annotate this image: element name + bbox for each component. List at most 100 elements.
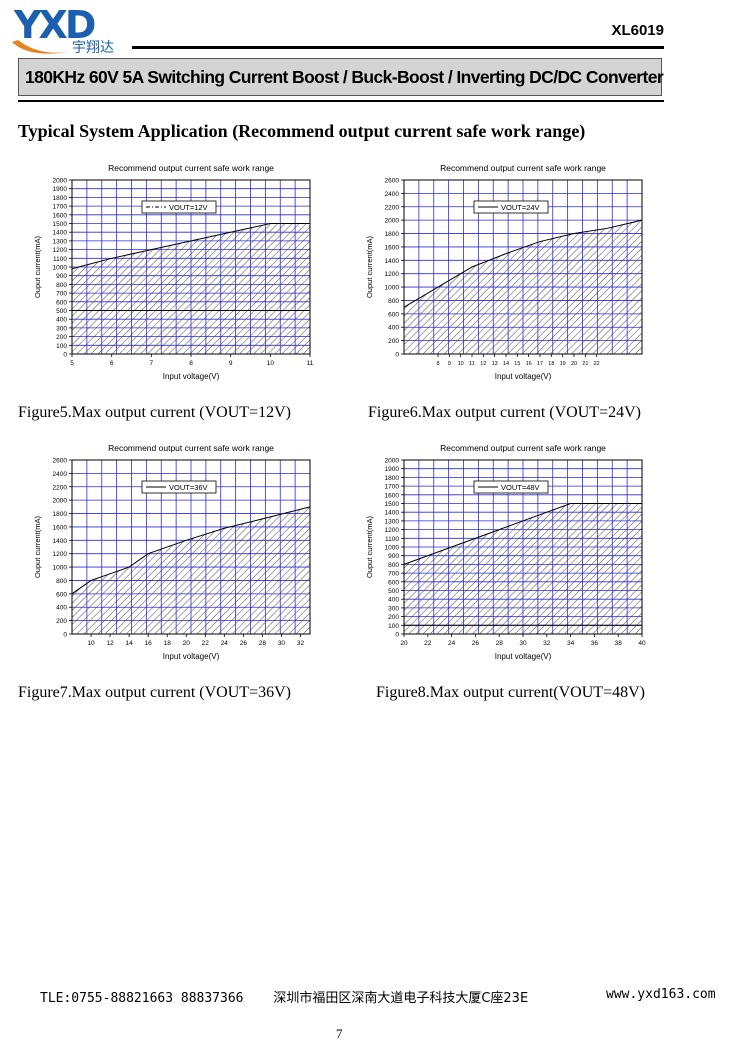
y-axis-label: Ouput current(mA) — [33, 515, 42, 578]
x-tick-label: 30 — [519, 640, 527, 647]
x-axis-label: Input voltage(V) — [495, 372, 552, 381]
y-tick-label: 2200 — [385, 204, 400, 211]
footer-website[interactable]: www.yxd163.com — [606, 987, 716, 1002]
x-tick-label: 7 — [150, 360, 154, 367]
x-tick-label: 34 — [567, 640, 575, 647]
plot-frame — [403, 179, 643, 355]
page-number: 7 — [336, 1026, 343, 1041]
y-tick-label: 1300 — [53, 238, 68, 245]
y-tick-label: 300 — [388, 605, 399, 612]
x-tick-label: 11 — [469, 361, 475, 367]
y-tick-label: 1000 — [385, 545, 400, 552]
y-tick-label: 700 — [388, 571, 399, 578]
chart-title: Recommend output current safe work range — [440, 163, 606, 173]
chart-legend: VOUT=48V — [473, 480, 549, 494]
x-tick-label: 8 — [436, 361, 439, 367]
y-tick-label: 800 — [388, 562, 399, 569]
legend-box — [141, 480, 217, 494]
x-tick-label: 12 — [480, 361, 486, 367]
series-line — [71, 223, 310, 270]
y-tick-label: 2000 — [53, 178, 68, 185]
y-tick-label: 400 — [56, 605, 67, 612]
y-tick-label: 2000 — [385, 218, 400, 225]
x-tick-label: 20 — [571, 361, 577, 367]
x-tick-label: 12 — [106, 640, 114, 647]
footer-address: 深圳市福田区深南大道电子科技大厦C座23E — [273, 991, 529, 1006]
page-title: 180KHz 60V 5A Switching Current Boost / … — [25, 67, 664, 87]
chart-title: Recommend output current safe work range — [108, 163, 274, 173]
page-header: YXD 宇翔达 XL6019 — [0, 0, 750, 56]
x-tick-label: 38 — [615, 640, 623, 647]
x-axis-label: Input voltage(V) — [495, 652, 552, 661]
title-banner: 180KHz 60V 5A Switching Current Boost / … — [18, 58, 664, 96]
y-tick-label: 2600 — [53, 458, 68, 465]
x-tick-label: 10 — [458, 361, 464, 367]
x-tick-label: 14 — [126, 640, 134, 647]
y-tick-label: 1400 — [53, 538, 68, 545]
y-tick-label: 1800 — [385, 475, 400, 482]
chart-vout-36v: Recommend output current safe work range… — [33, 443, 311, 661]
y-tick-label: 1200 — [385, 271, 400, 278]
y-tick-label: 1400 — [385, 258, 400, 265]
legend-label: VOUT=36V — [169, 483, 208, 492]
y-tick-label: 100 — [56, 343, 67, 350]
chart-vout-12v: Recommend output current safe work range… — [33, 163, 314, 381]
x-axis-label: Input voltage(V) — [163, 652, 220, 661]
y-tick-label: 1800 — [53, 511, 68, 518]
figure-caption-6: Figure6.Max output current (VOUT=24V) — [368, 404, 641, 421]
y-axis-label: Ouput current(mA) — [365, 515, 374, 578]
x-tick-label: 28 — [259, 640, 267, 647]
x-tick-label: 10 — [87, 640, 95, 647]
y-tick-label: 500 — [56, 308, 67, 315]
x-tick-label: 24 — [448, 640, 456, 647]
x-tick-label: 30 — [278, 640, 286, 647]
y-tick-label: 1200 — [385, 527, 400, 534]
section-heading: Typical System Application (Recommend ou… — [18, 121, 586, 141]
title-rule — [18, 100, 664, 102]
x-tick-label: 18 — [548, 361, 554, 367]
chart-legend: VOUT=24V — [473, 200, 549, 214]
y-tick-label: 1100 — [53, 256, 67, 263]
x-tick-label: 22 — [202, 640, 210, 647]
y-tick-label: 1300 — [385, 518, 400, 525]
series-line — [71, 506, 311, 595]
series-line — [403, 219, 643, 308]
y-tick-label: 400 — [56, 317, 67, 324]
y-tick-label: 1200 — [53, 247, 68, 254]
x-tick-label: 15 — [514, 361, 520, 367]
x-tick-label: 13 — [492, 361, 498, 367]
x-tick-label: 26 — [240, 640, 248, 647]
x-tick-label: 21 — [582, 361, 588, 367]
figure-caption-8: Figure8.Max output current(VOUT=48V) — [376, 684, 645, 701]
legend-label: VOUT=48V — [501, 483, 540, 492]
y-tick-label: 1100 — [385, 536, 399, 543]
x-tick-label: 16 — [145, 640, 153, 647]
legend-box — [473, 480, 549, 494]
y-tick-label: 1200 — [53, 551, 68, 558]
x-tick-label: 19 — [560, 361, 566, 367]
y-tick-label: 1500 — [385, 501, 400, 508]
y-tick-label: 900 — [388, 553, 399, 560]
x-tick-label: 32 — [297, 640, 305, 647]
y-tick-label: 0 — [395, 352, 399, 359]
y-tick-label: 1800 — [385, 231, 400, 238]
y-tick-label: 1500 — [53, 221, 68, 228]
y-tick-label: 2200 — [53, 484, 68, 491]
chart-vout-48v: Recommend output current safe work range… — [365, 443, 646, 661]
chart-legend: VOUT=12V — [141, 200, 217, 214]
y-tick-label: 600 — [388, 311, 399, 318]
y-tick-label: 600 — [56, 299, 67, 306]
y-axis-label: Ouput current(mA) — [33, 235, 42, 298]
y-tick-label: 500 — [388, 588, 399, 595]
y-tick-label: 300 — [56, 325, 67, 332]
y-tick-label: 1600 — [53, 524, 68, 531]
y-tick-label: 800 — [388, 298, 399, 305]
y-tick-label: 800 — [56, 578, 67, 585]
y-axis-label: Ouput current(mA) — [365, 235, 374, 298]
chart-title: Recommend output current safe work range — [440, 443, 606, 453]
y-tick-label: 0 — [63, 632, 67, 639]
x-tick-label: 32 — [543, 640, 551, 647]
y-tick-label: 1000 — [53, 265, 68, 272]
figure-caption-5: Figure5.Max output current (VOUT=12V) — [18, 404, 291, 421]
y-tick-label: 800 — [56, 282, 67, 289]
